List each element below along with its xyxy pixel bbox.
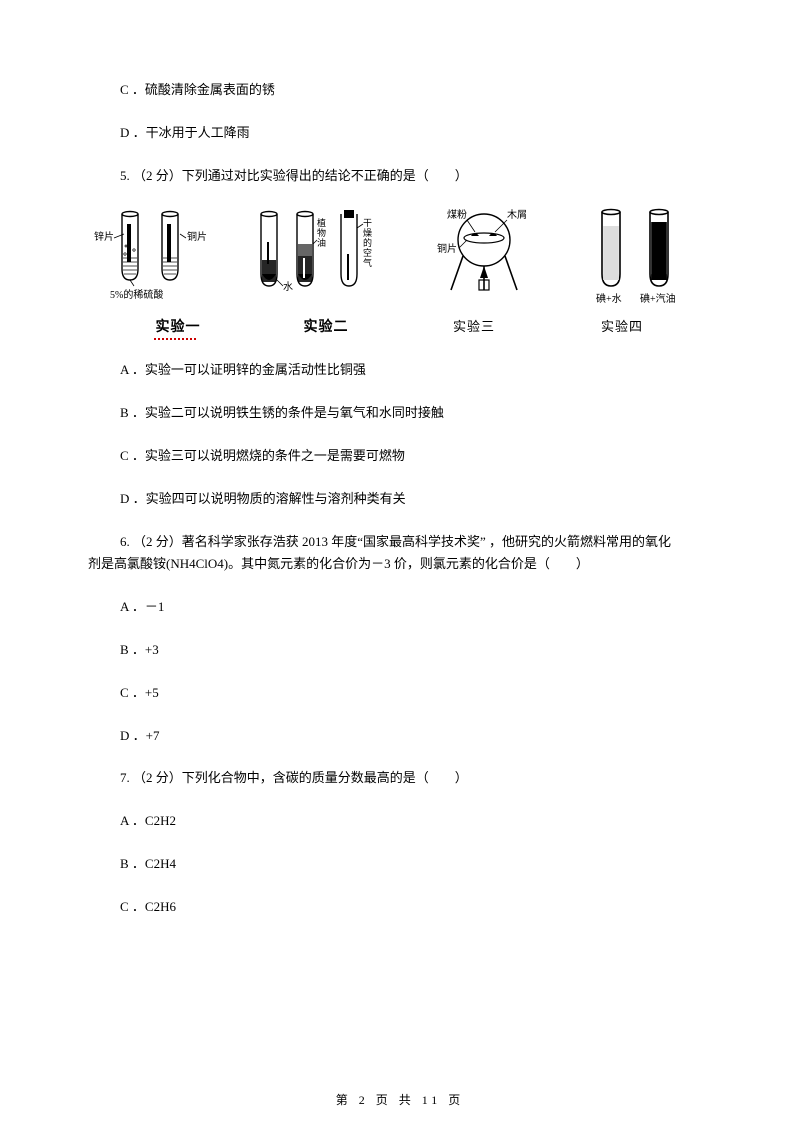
experiment-1-figure: 锌片 铜片 5%的稀硫酸 — [92, 208, 222, 308]
copper2-label: 铜片 — [437, 242, 457, 255]
q5-option-c: C ．实验三可以说明燃烧的条件之一是需要可燃物 — [88, 446, 712, 467]
q5-figure-row: 锌片 铜片 5%的稀硫酸 — [88, 208, 712, 308]
copper-label: 铜片 — [187, 230, 207, 243]
q7-option-c: C ．C2H6 — [88, 897, 712, 918]
exp1-caption: 实验一 — [118, 316, 238, 336]
water-label: 水 — [283, 281, 293, 293]
experiment-4-figure: 碘+水 碘+汽油 — [578, 208, 708, 308]
q6-stem-line2: 剂是高氯酸铵(NH4ClO4)。其中氮元素的化合价为－3 价，则氯元素的化合价是… — [88, 554, 712, 575]
wood-label: 木屑 — [507, 209, 527, 221]
dry-air-label: 干 燥 的 空 气 — [363, 218, 374, 268]
q6-option-a: A ．－1 — [88, 597, 712, 618]
exp2-caption: 实验二 — [266, 316, 386, 336]
option-c-prev: C ．硫酸清除金属表面的锈 — [88, 80, 712, 101]
experiment-2-figure: 水 植 物 油 — [251, 208, 391, 308]
q6-stem-line1: 6. （2 分）著名科学家张存浩获 2013 年度“国家最高科学技术奖” ，他研… — [88, 532, 712, 553]
q7-option-a: A ．C2H2 — [88, 811, 712, 832]
experiment-3-figure: 煤粉 木屑 铜片 — [419, 208, 549, 308]
oil-label: 植 物 油 — [317, 217, 328, 248]
q5-stem: 5. （2 分）下列通过对比实验得出的结论不正确的是（ ） — [88, 166, 712, 187]
exp3-caption: 实验三 — [414, 316, 534, 336]
q5-caption-row: 实验一 实验二 实验三 实验四 — [88, 316, 712, 336]
coal-label: 煤粉 — [447, 208, 467, 221]
q5-option-b: B ．实验二可以说明铁生锈的条件是与氧气和水同时接触 — [88, 403, 712, 424]
q7-stem: 7. （2 分）下列化合物中，含碳的质量分数最高的是（ ） — [88, 768, 712, 789]
option-d-prev: D ．干冰用于人工降雨 — [88, 123, 712, 144]
q5-option-a: A ．实验一可以证明锌的金属活动性比铜强 — [88, 360, 712, 381]
page-container: C ．硫酸清除金属表面的锈 D ．干冰用于人工降雨 5. （2 分）下列通过对比… — [0, 0, 800, 1132]
q6-option-d: D ．+7 — [88, 726, 712, 747]
q5-option-d: D ．实验四可以说明物质的溶解性与溶剂种类有关 — [88, 489, 712, 510]
exp4-caption: 实验四 — [562, 316, 682, 336]
zinc-label: 锌片 — [94, 230, 114, 243]
q6-option-b: B ．+3 — [88, 640, 712, 661]
page-footer: 第 2 页 共 11 页 — [0, 1091, 800, 1108]
q6-option-c: C ．+5 — [88, 683, 712, 704]
acid-label: 5%的稀硫酸 — [110, 288, 163, 301]
iodine-gas-label: 碘+汽油 — [640, 292, 676, 305]
q7-option-b: B ．C2H4 — [88, 854, 712, 875]
iodine-water-label: 碘+水 — [596, 292, 622, 305]
